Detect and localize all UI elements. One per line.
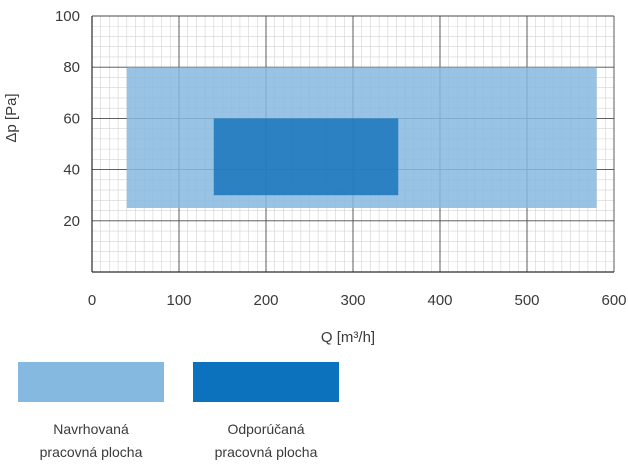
x-tick-label: 0 [88, 292, 96, 309]
legend-label-line: pracovná plocha [39, 444, 143, 460]
legend-swatch-recommended-area [193, 362, 339, 402]
x-tick-label: 100 [166, 292, 191, 309]
area-recommended-operating-range [213, 118, 399, 196]
legend-label-recommended-area: Odporúčaná pracovná plocha [186, 418, 346, 464]
y-tick-labels: 20 40 60 80 100 [55, 8, 80, 230]
y-tick-label: 60 [63, 110, 80, 127]
x-axis-label: Q [m³/h] [321, 329, 375, 346]
x-tick-label: 200 [253, 292, 278, 309]
x-tick-labels: 0 100 200 300 400 500 600 [88, 292, 627, 309]
x-tick-label: 400 [427, 292, 452, 309]
y-axis-label: Δp [Pa] [3, 93, 20, 142]
axes [91, 16, 614, 273]
legend-label-line: Navrhovaná [53, 421, 129, 437]
y-tick-label: 100 [55, 8, 80, 25]
x-tick-label: 300 [340, 292, 365, 309]
x-tick-label: 600 [601, 292, 626, 309]
y-tick-label: 40 [63, 162, 80, 179]
y-tick-label: 20 [63, 213, 80, 230]
x-tick-label: 500 [514, 292, 539, 309]
operating-areas [126, 67, 597, 208]
legend-label-line: Odporúčaná [227, 421, 305, 437]
legend-label-line: pracovná plocha [214, 444, 318, 460]
y-tick-label: 80 [63, 59, 80, 76]
legend-label-proposed-area: Navrhovaná pracovná plocha [11, 418, 171, 464]
legend-swatch-proposed-area [18, 362, 164, 402]
